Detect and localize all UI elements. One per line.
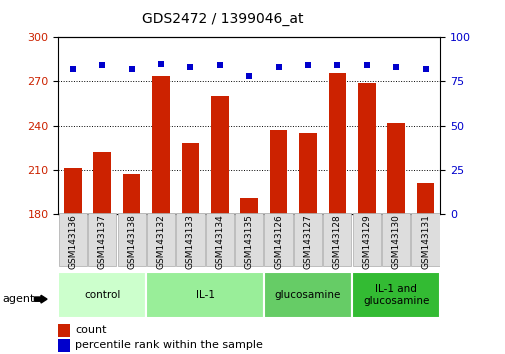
Bar xyxy=(93,152,111,214)
FancyBboxPatch shape xyxy=(206,213,233,266)
Bar xyxy=(58,324,70,337)
Text: GDS2472 / 1399046_at: GDS2472 / 1399046_at xyxy=(141,12,303,27)
FancyBboxPatch shape xyxy=(264,272,351,318)
Bar xyxy=(181,143,199,214)
Point xyxy=(98,63,106,68)
Text: GSM143138: GSM143138 xyxy=(127,214,136,269)
Text: GSM143132: GSM143132 xyxy=(156,214,165,269)
Text: control: control xyxy=(84,290,120,300)
FancyBboxPatch shape xyxy=(411,213,439,266)
Point xyxy=(333,63,341,68)
Text: IL-1 and
glucosamine: IL-1 and glucosamine xyxy=(362,284,428,306)
FancyBboxPatch shape xyxy=(381,213,410,266)
Point xyxy=(245,73,253,79)
Text: GSM143128: GSM143128 xyxy=(332,214,341,269)
Text: GSM143137: GSM143137 xyxy=(97,214,107,269)
Bar xyxy=(269,130,287,214)
FancyBboxPatch shape xyxy=(293,213,322,266)
FancyBboxPatch shape xyxy=(58,272,146,318)
FancyBboxPatch shape xyxy=(352,213,380,266)
Bar xyxy=(328,73,345,214)
FancyBboxPatch shape xyxy=(264,213,292,266)
FancyBboxPatch shape xyxy=(146,213,175,266)
Bar xyxy=(386,123,404,214)
Text: GSM143136: GSM143136 xyxy=(68,214,77,269)
Bar xyxy=(152,75,170,214)
Text: count: count xyxy=(75,325,107,335)
Text: GSM143133: GSM143133 xyxy=(185,214,194,269)
FancyBboxPatch shape xyxy=(117,213,145,266)
Point xyxy=(215,63,223,68)
Text: GSM143134: GSM143134 xyxy=(215,214,224,269)
Bar xyxy=(58,339,70,352)
Text: agent: agent xyxy=(3,294,35,304)
Point xyxy=(421,66,429,72)
FancyBboxPatch shape xyxy=(176,213,204,266)
Text: GSM143126: GSM143126 xyxy=(274,214,282,269)
Point xyxy=(391,64,399,70)
Bar xyxy=(211,96,228,214)
Bar xyxy=(123,175,140,214)
Point xyxy=(186,64,194,70)
Text: GSM143131: GSM143131 xyxy=(420,214,429,269)
Bar xyxy=(64,169,81,214)
Point xyxy=(157,61,165,67)
Text: percentile rank within the sample: percentile rank within the sample xyxy=(75,340,263,350)
FancyBboxPatch shape xyxy=(59,213,87,266)
Text: GSM143129: GSM143129 xyxy=(362,214,371,269)
FancyBboxPatch shape xyxy=(88,213,116,266)
Bar xyxy=(298,133,316,214)
Point xyxy=(362,63,370,68)
Text: glucosamine: glucosamine xyxy=(274,290,340,300)
Point xyxy=(69,66,77,72)
FancyBboxPatch shape xyxy=(146,272,264,318)
FancyBboxPatch shape xyxy=(323,213,351,266)
Point xyxy=(304,63,312,68)
Text: GSM143135: GSM143135 xyxy=(244,214,253,269)
Text: IL-1: IL-1 xyxy=(195,290,214,300)
Point xyxy=(127,66,135,72)
Point xyxy=(274,64,282,70)
Text: GSM143127: GSM143127 xyxy=(303,214,312,269)
Bar xyxy=(357,83,375,214)
FancyBboxPatch shape xyxy=(351,272,439,318)
Bar xyxy=(416,183,433,214)
FancyBboxPatch shape xyxy=(235,213,263,266)
Bar xyxy=(240,198,258,214)
Text: GSM143130: GSM143130 xyxy=(391,214,400,269)
